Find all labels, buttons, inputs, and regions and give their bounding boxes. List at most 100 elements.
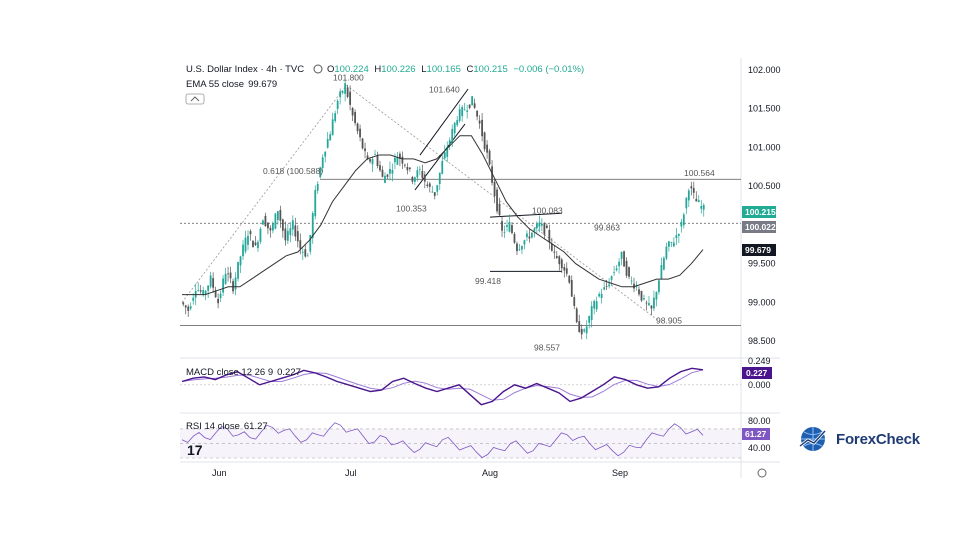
chart-frame <box>180 58 780 478</box>
candle-body <box>658 280 660 293</box>
candle-body <box>695 198 698 202</box>
candle-body <box>299 240 302 249</box>
candle-body <box>306 255 309 257</box>
candle-body <box>252 240 254 248</box>
eye-icon[interactable] <box>313 64 323 74</box>
candle-body <box>600 293 603 298</box>
candle-body <box>501 221 503 231</box>
candle-body <box>239 256 242 266</box>
candle-body <box>339 91 342 98</box>
candle-body <box>346 87 349 97</box>
rsi-line <box>181 422 704 459</box>
candle-body <box>687 190 690 201</box>
candle-body <box>321 157 324 169</box>
annotation-label: 99.863 <box>594 222 620 232</box>
candle-body <box>645 302 648 304</box>
candle-body <box>692 187 695 193</box>
candle-body <box>531 232 533 238</box>
candle-body <box>543 222 546 235</box>
candle-body <box>583 329 586 332</box>
candle-body <box>184 305 187 308</box>
brand-name: ForexCheck <box>836 430 920 448</box>
candle-body <box>511 225 513 234</box>
candle-body <box>563 267 566 271</box>
rsi-badge-label: 61.27 <box>745 429 767 439</box>
y-tick-label: 100.500 <box>748 181 781 191</box>
candle-body <box>618 261 620 267</box>
candle-body <box>341 91 344 93</box>
candle-body <box>281 219 284 231</box>
candle-body <box>471 96 474 106</box>
candle-body <box>384 175 386 183</box>
candle-body <box>648 303 650 306</box>
candle-body <box>670 241 673 243</box>
ema-line <box>182 135 704 296</box>
candle-body <box>446 148 449 157</box>
candle-body <box>264 215 267 227</box>
candle-body <box>677 234 680 236</box>
candle-body <box>545 225 548 229</box>
candle-body <box>227 273 229 275</box>
symbol-title: U.S. Dollar Index · 4h · TVC <box>186 64 304 75</box>
candle-body <box>316 183 319 191</box>
candle-body <box>653 297 655 309</box>
ema-legend: EMA 55 close 99.679 <box>186 79 277 90</box>
candle-body <box>528 236 531 239</box>
candle-body <box>685 197 688 209</box>
candle-body <box>535 223 538 229</box>
annotation-label: 101.800 <box>333 72 364 82</box>
settings-icon[interactable] <box>757 468 767 478</box>
candle-body <box>267 222 269 229</box>
candle-body <box>580 328 583 335</box>
candle-body <box>219 293 222 299</box>
candle-body <box>538 222 541 227</box>
candle-body <box>389 168 391 174</box>
price-badge <box>742 244 776 256</box>
ohlc-readout: O100.224 H100.226 L100.165 C100.215 −0.0… <box>327 64 584 75</box>
candle-body <box>381 169 384 177</box>
annotation-label: 98.557 <box>534 343 560 353</box>
candle-body <box>214 290 217 298</box>
candle-body <box>575 308 578 323</box>
macd-signal-line <box>181 369 704 401</box>
candle-body <box>630 280 633 282</box>
candle-body <box>453 122 456 134</box>
candle-body <box>513 233 516 243</box>
candle-body <box>548 229 551 243</box>
candle-body <box>369 159 371 162</box>
candle-body <box>374 153 376 155</box>
rsi-legend: RSI 14 close 61.27 <box>186 421 268 432</box>
candle-body <box>615 268 618 271</box>
candle-body <box>336 100 339 109</box>
candle-body <box>521 246 523 250</box>
y-tick-label: 101.500 <box>748 104 781 114</box>
macd-zero-tick: 0.000 <box>748 380 771 390</box>
candle-body <box>458 109 461 121</box>
candle-body <box>672 242 675 247</box>
rsi-lower-tick: 40.00 <box>748 443 771 453</box>
rsi-upper-tick: 80.00 <box>748 416 771 426</box>
candle-body <box>286 230 289 241</box>
candle-body <box>498 203 501 216</box>
candle-body <box>354 111 356 124</box>
candle-body <box>503 231 506 233</box>
range-top <box>489 212 563 218</box>
candle-body <box>423 174 426 182</box>
horizontal-levels <box>180 178 741 327</box>
candle-body <box>311 213 314 239</box>
annotation-label: 99.418 <box>475 276 501 286</box>
candle-body <box>232 281 234 292</box>
candle-body <box>413 177 416 182</box>
channel-lower <box>414 123 466 191</box>
collapse-legend-button[interactable] <box>185 93 205 105</box>
candle-body <box>540 223 543 226</box>
candle-body <box>202 290 205 296</box>
candle-body <box>189 306 192 309</box>
candle-body <box>700 206 703 209</box>
candle-body <box>508 222 511 232</box>
candle-body <box>588 316 591 323</box>
candle-body <box>249 231 252 235</box>
candle-body <box>433 192 436 196</box>
candle-body <box>491 166 493 183</box>
candle-body <box>182 302 185 305</box>
